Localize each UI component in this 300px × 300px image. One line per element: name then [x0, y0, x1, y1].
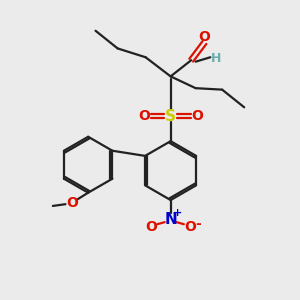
Text: O: O	[146, 220, 158, 234]
Text: O: O	[66, 196, 78, 210]
Text: H: H	[211, 52, 221, 65]
Text: -: -	[196, 217, 202, 231]
Text: N: N	[164, 212, 177, 227]
Text: +: +	[172, 208, 182, 218]
Text: S: S	[165, 109, 176, 124]
Text: O: O	[184, 220, 196, 234]
Text: O: O	[199, 30, 210, 44]
Text: O: O	[191, 109, 203, 123]
Text: O: O	[138, 109, 150, 123]
